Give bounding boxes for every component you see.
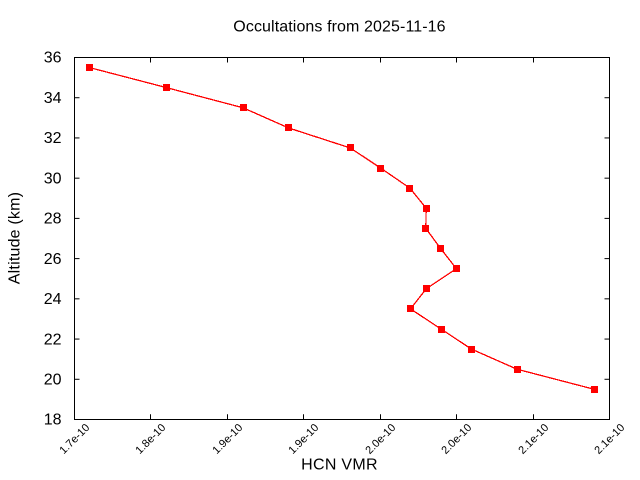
svg-text:18: 18	[44, 412, 62, 429]
svg-text:22: 22	[44, 331, 62, 348]
svg-text:30: 30	[44, 170, 62, 187]
svg-text:32: 32	[44, 130, 62, 147]
svg-text:Altitude (km): Altitude (km)	[7, 192, 24, 284]
svg-text:HCN VMR: HCN VMR	[301, 457, 378, 474]
svg-text:26: 26	[44, 251, 62, 268]
svg-text:28: 28	[44, 211, 62, 228]
svg-text:36: 36	[44, 50, 62, 67]
svg-text:Occultations from 2025-11-16: Occultations from 2025-11-16	[233, 19, 445, 36]
svg-text:34: 34	[44, 90, 62, 107]
svg-text:20: 20	[44, 372, 62, 389]
svg-text:24: 24	[44, 291, 62, 308]
